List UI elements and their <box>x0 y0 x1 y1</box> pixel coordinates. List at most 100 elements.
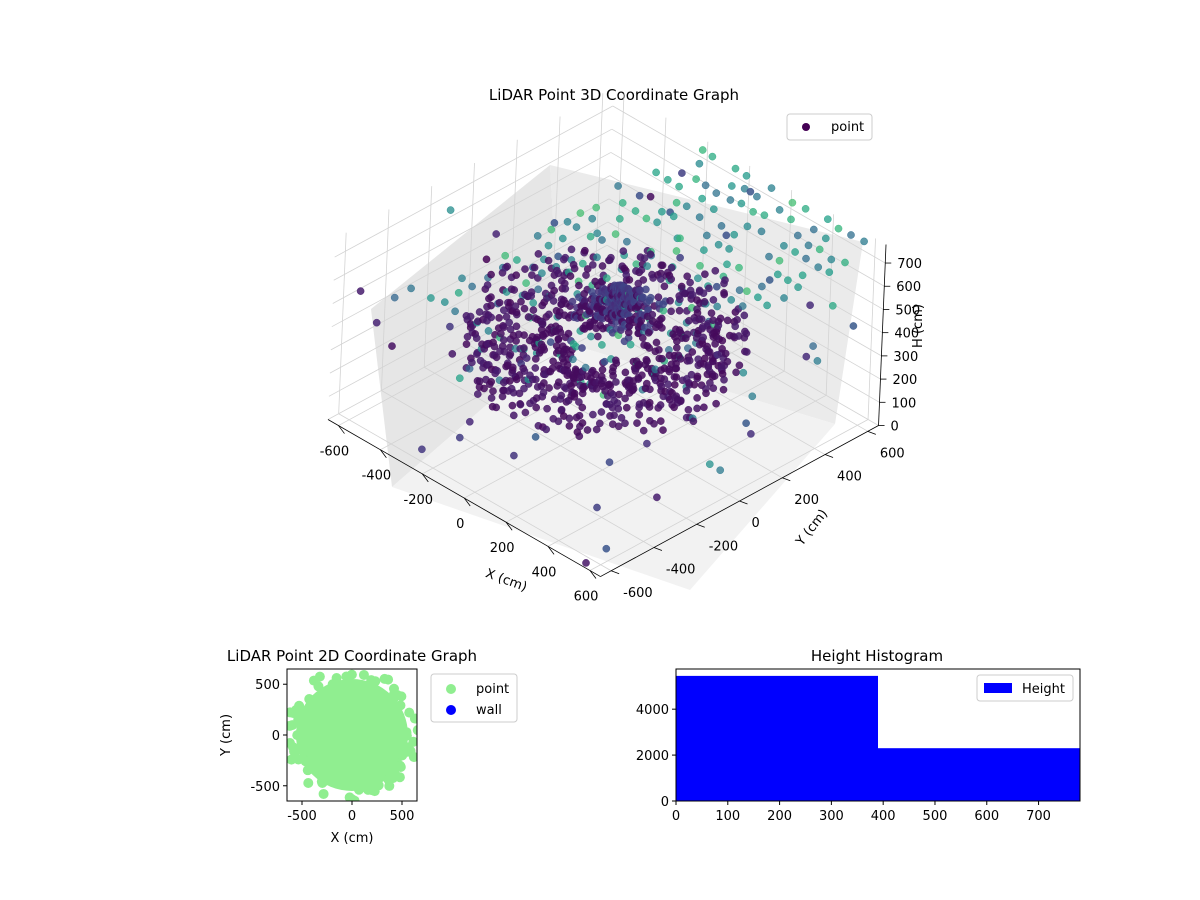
lidar-point-3d <box>616 214 624 223</box>
z-tick-label-3d: 200 <box>892 373 917 388</box>
lidar-point-2d <box>412 725 417 736</box>
lidar-point-3d <box>532 355 540 363</box>
grid-line-left-y <box>381 209 390 391</box>
lidar-point-3d <box>713 282 721 291</box>
lidar-point-3d <box>688 348 697 356</box>
lidar-point-3d <box>677 282 686 291</box>
lidar-point-3d <box>522 279 530 287</box>
grid-line-left-z <box>334 105 613 258</box>
lidar-point-3d <box>652 168 660 177</box>
lidar-point-3d <box>701 354 709 363</box>
lidar-point-3d <box>794 283 802 292</box>
lidar-point-3d <box>454 288 463 297</box>
lidar-point-3d <box>603 274 611 282</box>
y-tick-label-histogram: 4000 <box>636 703 669 718</box>
lidar-point-3d <box>472 334 481 343</box>
lidar-point-2d <box>287 754 297 765</box>
lidar-point-3d <box>780 241 788 250</box>
lidar-point-2d <box>395 700 406 711</box>
lidar-point-3d <box>593 253 601 262</box>
lidar-point-3d <box>700 297 709 306</box>
lidar-point-3d <box>765 252 773 261</box>
y-tick-label-3d: 200 <box>794 493 819 508</box>
lidar-point-3d <box>712 189 721 197</box>
lidar-point-2d <box>408 752 417 763</box>
lidar-point-3d <box>575 411 584 420</box>
lidar-point-3d <box>372 318 381 327</box>
grid-line-left-y <box>594 93 604 275</box>
lidar-point-3d <box>646 192 655 201</box>
x-axis-label-2d: X (cm) <box>331 831 374 846</box>
lidar-point-3d <box>492 403 501 412</box>
lidar-point-3d <box>693 404 701 413</box>
lidar-point-3d <box>638 371 646 380</box>
z-tick-label-3d: 400 <box>894 327 919 342</box>
lidar-point-3d <box>561 284 570 293</box>
y-axis-line-3d <box>600 425 879 577</box>
ticks-2d: -500 0 500 -500 0 500 <box>250 678 414 824</box>
lidar-point-3d <box>723 357 732 366</box>
lidar-point-3d <box>547 225 556 234</box>
y-tick-label-2d: 500 <box>255 678 280 693</box>
lidar-point-2d <box>388 683 399 694</box>
lidar-point-3d <box>388 342 396 350</box>
lidar-point-3d <box>490 342 499 351</box>
lidar-point-3d <box>473 390 482 398</box>
lidar-point-3d <box>640 254 649 262</box>
legend-label-wall-2d: wall <box>476 703 502 718</box>
lidar-point-2d <box>317 777 328 788</box>
lidar-point-3d <box>554 417 563 426</box>
lidar-point-3d <box>615 390 623 399</box>
lidar-point-3d <box>614 404 623 413</box>
x-tick-label-3d: 400 <box>532 565 557 580</box>
lidar-point-3d <box>723 316 732 325</box>
lidar-point-3d <box>716 466 725 475</box>
lidar-point-3d <box>758 282 766 291</box>
lidar-point-3d <box>566 272 575 280</box>
lidar-point-3d <box>549 297 558 305</box>
lidar-point-3d <box>462 340 471 349</box>
lidar-point-3d <box>834 224 843 233</box>
lidar-point-3d <box>742 171 751 180</box>
y-tick-mark-3d <box>653 547 663 551</box>
grid-line-back-z <box>609 175 883 334</box>
lidar-point-3d <box>676 295 684 304</box>
lidar-point-3d <box>576 209 585 217</box>
lidar-point-3d <box>705 347 714 356</box>
lidar-point-2d <box>401 727 412 738</box>
lidar-point-3d <box>589 410 597 419</box>
lidar-point-3d <box>684 405 693 414</box>
y-tick-label-2d: 0 <box>272 729 280 744</box>
lidar-point-3d <box>705 284 713 293</box>
lidar-point-2d <box>395 762 406 773</box>
lidar-point-3d <box>749 207 757 216</box>
lidar-point-3d <box>493 366 502 375</box>
lidar-point-3d <box>559 234 567 243</box>
lidar-point-3d <box>672 198 681 207</box>
lidar-point-3d <box>643 262 652 270</box>
lidar-point-3d <box>549 357 557 366</box>
lidar-point-3d <box>446 322 454 331</box>
lidar-point-3d <box>623 403 631 412</box>
lidar-point-3d <box>575 432 584 441</box>
legend-3d: point <box>786 113 873 141</box>
x-tick-label-histogram: 100 <box>715 809 740 824</box>
lidar-point-3d <box>534 250 543 258</box>
lidar-point-2d <box>318 788 329 799</box>
lidar-point-3d <box>666 296 674 305</box>
y-tick-label-3d: -600 <box>623 586 653 601</box>
lidar-point-3d <box>860 237 868 246</box>
y-tick-label-histogram: 0 <box>661 795 669 810</box>
lidar-point-3d <box>699 333 708 342</box>
z-axis-label-3d: H (cm) <box>911 304 926 348</box>
lidar-point-3d <box>597 408 606 416</box>
lidar-point-3d <box>483 281 492 289</box>
lidar-point-3d <box>708 152 717 161</box>
x-tick-mark-3d <box>338 425 345 434</box>
lidar-point-3d <box>788 198 797 207</box>
x-tick-label-histogram: 300 <box>819 809 844 824</box>
lidar-point-3d <box>487 394 496 402</box>
chart-3d-scatter: LiDAR Point 3D Coordinate Graph -600 -400… <box>320 86 926 605</box>
lidar-point-3d <box>598 341 606 349</box>
lidar-point-3d <box>626 340 635 349</box>
